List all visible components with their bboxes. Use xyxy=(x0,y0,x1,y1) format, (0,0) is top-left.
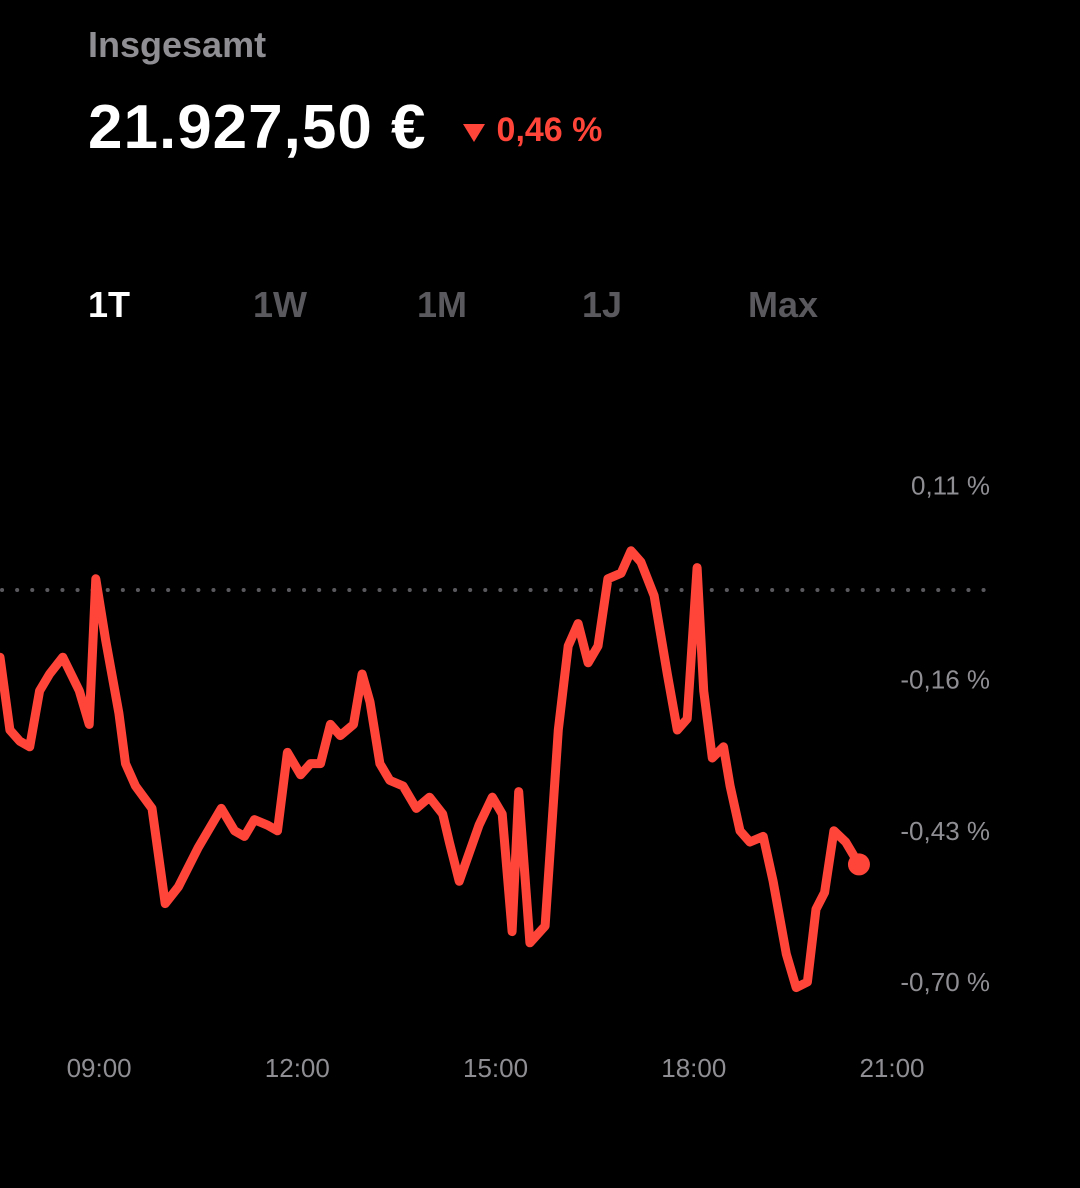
series-line xyxy=(0,546,864,993)
y-axis-ticks: 0,11 % -0,16 % -0,43 % -0,70 % xyxy=(900,470,990,997)
x-axis-ticks: 09:00 12:00 15:00 18:00 21:00 xyxy=(67,1053,925,1083)
total-label: Insgesamt xyxy=(88,24,267,65)
y-tick-label: -0,43 % xyxy=(900,816,990,846)
triangle-down-icon xyxy=(462,123,485,142)
y-tick-label: -0,16 % xyxy=(900,665,990,695)
tab-1m[interactable]: 1M xyxy=(417,284,468,325)
x-tick-label: 21:00 xyxy=(859,1053,924,1083)
change-percent: 0,46 % xyxy=(496,111,603,149)
x-tick-label: 18:00 xyxy=(661,1053,726,1083)
tab-max[interactable]: Max xyxy=(748,284,819,325)
x-tick-label: 09:00 xyxy=(67,1053,132,1083)
y-tick-label: -0,70 % xyxy=(900,967,990,997)
tab-1j[interactable]: 1J xyxy=(582,284,623,325)
tab-1t[interactable]: 1T xyxy=(88,284,131,325)
range-tabs: 1T 1W 1M 1J Max xyxy=(0,284,1080,332)
x-tick-label: 12:00 xyxy=(265,1053,330,1083)
change-badge: 0,46 % xyxy=(462,111,603,150)
total-value: 21.927,50 € xyxy=(88,93,427,162)
y-tick-label: 0,11 % xyxy=(911,470,990,500)
series-end-point xyxy=(847,853,870,876)
total-value-row: 21.927,50 € 0,46 % xyxy=(88,92,602,163)
x-tick-label: 15:00 xyxy=(463,1053,528,1083)
tab-1w[interactable]: 1W xyxy=(253,284,307,325)
